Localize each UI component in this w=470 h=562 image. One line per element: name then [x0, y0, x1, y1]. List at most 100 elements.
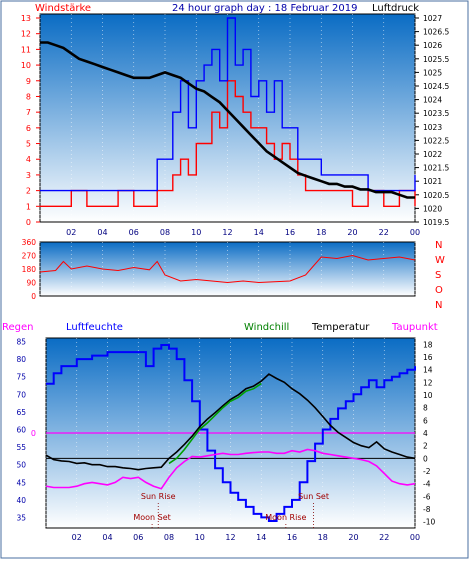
- direction-ytick-label: 180: [22, 265, 37, 274]
- wind-pressure-xtick-label: 16: [285, 228, 295, 237]
- direction-ytick-label: 0: [31, 292, 36, 301]
- header-luftdruck: Luftdruck: [372, 3, 419, 14]
- wind-pressure-xtick-label: 10: [191, 228, 201, 237]
- temperature-ytick-label: 12: [423, 378, 433, 387]
- humidity-ytick-label: 75: [16, 373, 26, 382]
- pressure-ytick-label: 1026.5: [423, 28, 449, 37]
- wind-ytick-label: 0: [26, 218, 31, 227]
- rain-zero-label: 0: [31, 429, 36, 438]
- humidity-ytick-label: 65: [16, 408, 26, 417]
- temperature-ytick-label: 0: [423, 454, 428, 463]
- temperature-ytick-label: -8: [423, 505, 431, 514]
- wind-pressure-xtick-label: 02: [66, 228, 76, 237]
- legend-taupunkt: Taupunkt: [391, 322, 438, 333]
- legend-temperatur: Temperatur: [311, 322, 370, 333]
- humidity-ytick-label: 70: [16, 390, 26, 399]
- pressure-ytick-label: 1024: [423, 96, 442, 105]
- wind-pressure-xtick-label: 22: [379, 228, 389, 237]
- wind-ytick-label: 10: [21, 61, 31, 70]
- header-windstaerke: Windstärke: [35, 3, 91, 14]
- temperature-ytick-label: -10: [423, 518, 435, 527]
- humidity-temp-xtick-label: 10: [195, 533, 205, 542]
- direction-compass-label: S: [435, 270, 441, 281]
- humidity-temp-xtick-label: 18: [318, 533, 328, 542]
- temperature-ytick-label: 18: [423, 340, 433, 349]
- wind-pressure-xtick-label: 08: [160, 228, 170, 237]
- dewpoint-line: [45, 448, 416, 490]
- pressure-line: [40, 41, 415, 199]
- humidity-temp-xtick-label: 02: [72, 533, 82, 542]
- wind-ytick-label: 1: [26, 202, 31, 211]
- wind-pressure-xtick-label: 14: [254, 228, 264, 237]
- legend-regen: Regen: [2, 322, 34, 333]
- direction-ytick-label: 360: [22, 238, 37, 247]
- humidity-ytick-label: 35: [16, 513, 26, 522]
- temperature-ytick-label: -2: [423, 467, 431, 476]
- temperature-line: [45, 373, 416, 471]
- wind-ytick-label: 12: [21, 30, 31, 39]
- wind-ytick-label: 2: [26, 187, 31, 196]
- annotation-label: Sun Rise: [141, 492, 176, 501]
- wind-pressure-xtick-label: 06: [129, 228, 139, 237]
- humidity-temp-xtick-label: 00: [410, 533, 420, 542]
- windchill-line: [168, 382, 262, 465]
- header-title: 24 hour graph day : 18 Februar 2019: [172, 3, 357, 14]
- humidity-ytick-label: 50: [16, 461, 26, 470]
- temperature-ytick-label: -6: [423, 492, 431, 501]
- direction-ytick-label: 270: [22, 252, 37, 261]
- humidity-line: [46, 344, 416, 522]
- humidity-ytick-label: 60: [16, 425, 26, 434]
- annotation-label: Moon Set: [133, 513, 170, 522]
- wind-ytick-label: 4: [26, 155, 31, 164]
- temperature-ytick-label: 10: [423, 391, 433, 400]
- wind-direction-line: [39, 254, 416, 284]
- temperature-ytick-label: 16: [423, 353, 433, 362]
- annotation-label: Moon Rise: [265, 513, 306, 522]
- humidity-temp-xtick-label: 12: [225, 533, 235, 542]
- wind-pressure-xtick-label: 18: [316, 228, 326, 237]
- wind-pressure-xtick-label: 20: [347, 228, 357, 237]
- pressure-ytick-label: 1027: [423, 14, 442, 23]
- humidity-temp-xtick-label: 08: [164, 533, 174, 542]
- pressure-ytick-label: 1025: [423, 68, 442, 77]
- humidity-temp-xtick-label: 06: [133, 533, 143, 542]
- wind-ytick-label: 13: [21, 14, 31, 23]
- humidity-ytick-label: 80: [16, 355, 26, 364]
- legend-luftfeuchte: Luftfeuchte: [66, 322, 123, 333]
- wind-pressure-xtick-label: 12: [222, 228, 232, 237]
- pressure-ytick-label: 1024.5: [423, 82, 449, 91]
- pressure-ytick-label: 1023: [423, 123, 442, 132]
- temperature-ytick-label: 6: [423, 416, 428, 425]
- wind-pressure-xtick-label: 00: [410, 228, 420, 237]
- direction-compass-label: N: [435, 300, 442, 311]
- legend-windchill: Windchill: [244, 322, 289, 333]
- humidity-temp-xtick-label: 20: [348, 533, 358, 542]
- humidity-ytick-label: 45: [16, 478, 26, 487]
- direction-compass-label: N: [435, 240, 442, 251]
- humidity-temp-xtick-label: 22: [379, 533, 389, 542]
- pressure-ytick-label: 1025.5: [423, 55, 449, 64]
- temperature-ytick-label: 4: [423, 429, 428, 438]
- pressure-ytick-label: 1020.5: [423, 191, 449, 200]
- pressure-ytick-label: 1019.5: [423, 218, 449, 227]
- annotation-label: Sun Set: [298, 492, 329, 501]
- pressure-ytick-label: 1026: [423, 41, 442, 50]
- humidity-ytick-label: 40: [16, 496, 26, 505]
- wind-ytick-label: 5: [26, 140, 31, 149]
- humidity-ytick-label: 85: [16, 338, 26, 347]
- direction-compass-label: W: [435, 255, 445, 266]
- wind-ytick-label: 11: [21, 45, 31, 54]
- wind-ytick-label: 8: [26, 92, 31, 101]
- wind-ytick-label: 6: [26, 124, 31, 133]
- pressure-ytick-label: 1021.5: [423, 164, 449, 173]
- humidity-temperature-chart: 3540455055606570758085-10-8-6-4-20246810…: [16, 337, 435, 542]
- wind-gust-line: [40, 17, 416, 192]
- temperature-ytick-label: 2: [423, 442, 428, 451]
- wind-ytick-label: 3: [26, 171, 31, 180]
- wind-pressure-chart: 0123456789101112131019.510201020.5102110…: [21, 13, 449, 237]
- temperature-ytick-label: -4: [423, 480, 431, 489]
- pressure-ytick-label: 1021: [423, 177, 442, 186]
